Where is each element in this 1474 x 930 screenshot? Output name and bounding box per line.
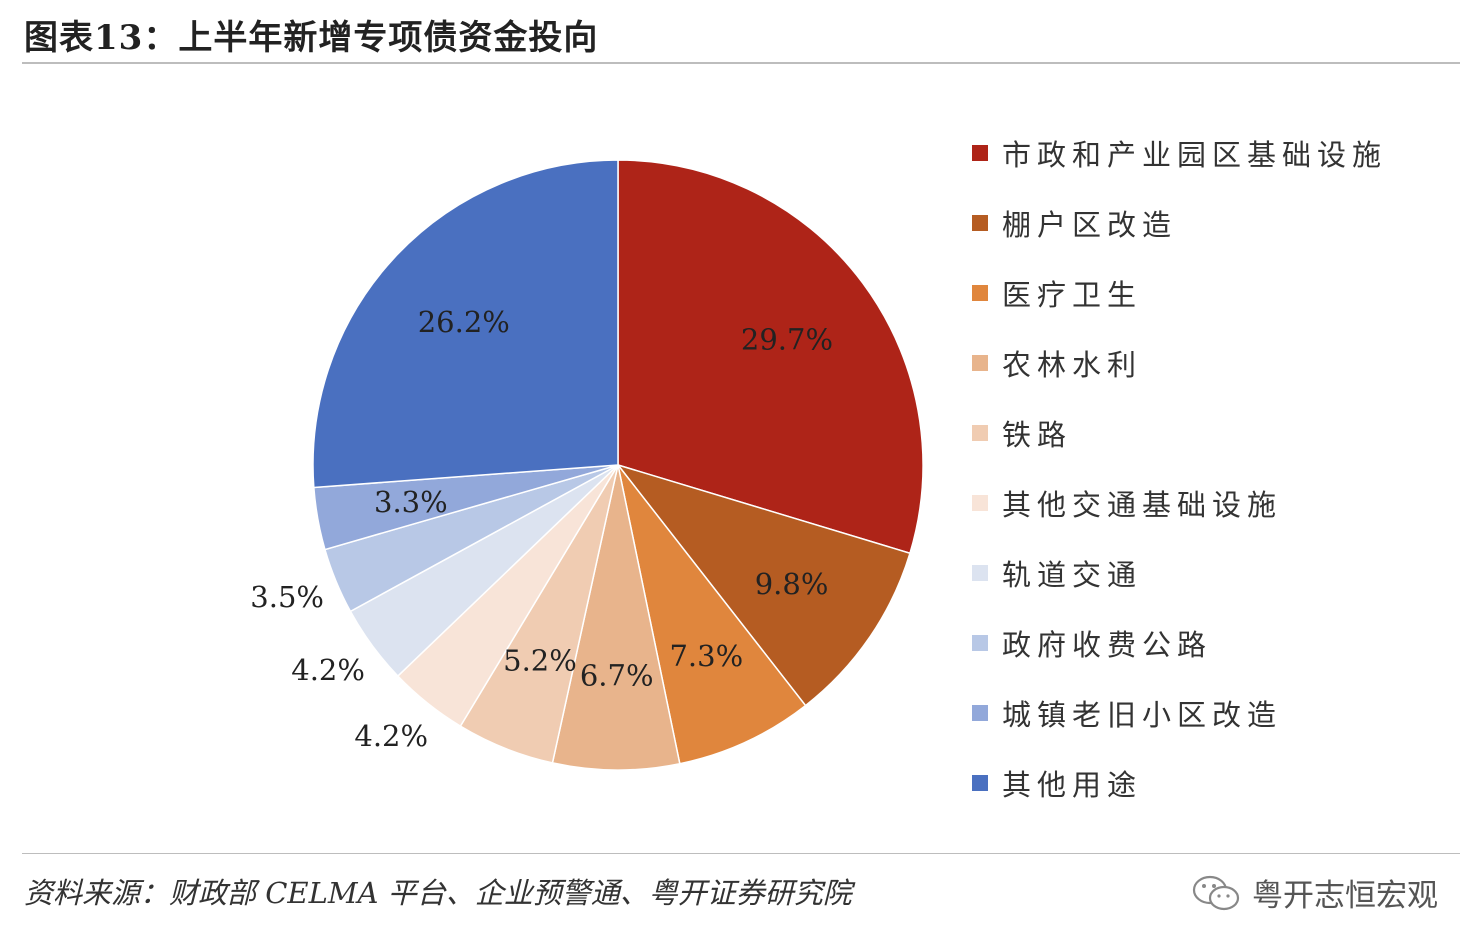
legend-label: 棚户区改造 xyxy=(1002,208,1178,242)
pie-slice-0 xyxy=(617,159,924,555)
legend-swatch xyxy=(972,425,988,441)
source-note: 资料来源：财政部 CELMA 平台、企业预警通、粤开证券研究院 xyxy=(24,876,852,910)
chart-title: 图表13：上半年新增专项债资金投向 xyxy=(24,18,599,58)
watermark-text: 粤开志恒宏观 xyxy=(1252,878,1438,914)
legend: 市政和产业园区基础设施 棚户区改造医疗卫生农林水利铁路其他交通基础设施 轨道交通政府… xyxy=(972,118,1387,818)
legend-swatch xyxy=(972,775,988,791)
data-label-5: 4.2% xyxy=(354,719,428,753)
legend-label: 城镇老旧小区改造 xyxy=(1002,698,1283,732)
legend-swatch xyxy=(972,285,988,301)
legend-item-5: 其他交通基础设施 xyxy=(972,468,1387,538)
data-label-3: 6.7% xyxy=(580,658,654,692)
legend-swatch xyxy=(972,355,988,371)
legend-label: 其他用途 xyxy=(1002,768,1143,802)
data-label-4: 5.2% xyxy=(503,643,577,677)
legend-label: 轨道交通 xyxy=(1002,558,1143,592)
legend-swatch xyxy=(972,215,988,231)
legend-label: 铁路 xyxy=(1002,418,1073,452)
legend-swatch xyxy=(972,495,988,511)
legend-label: 其他交通基础设施 xyxy=(1002,488,1283,522)
data-label-2: 7.3% xyxy=(669,639,743,673)
pie-slice-9 xyxy=(312,159,619,489)
legend-label: 农林水利 xyxy=(1002,348,1143,382)
legend-item-3: 农林水利 xyxy=(972,328,1387,398)
legend-label: 市政和产业园区基础设施 xyxy=(1002,138,1388,172)
legend-swatch xyxy=(972,635,988,651)
legend-item-2: 医疗卫生 xyxy=(972,258,1387,328)
watermark: 粤开志恒宏观 xyxy=(1188,870,1438,915)
pie-slice-3 xyxy=(551,464,681,771)
legend-swatch xyxy=(972,145,988,161)
legend-label: 政府收费公路 xyxy=(1002,628,1213,662)
data-label-1: 9.8% xyxy=(755,567,829,601)
data-label-6: 4.2% xyxy=(291,653,365,687)
legend-label: 医疗卫生 xyxy=(1002,278,1143,312)
legend-item-0: 市政和产业园区基础设施 xyxy=(972,118,1387,188)
data-label-9: 26.2% xyxy=(418,305,510,339)
legend-item-4: 铁路 xyxy=(972,398,1387,468)
legend-item-8: 城镇老旧小区改造 xyxy=(972,678,1387,748)
data-label-8: 3.3% xyxy=(374,485,448,519)
legend-item-1: 棚户区改造 xyxy=(972,188,1387,258)
legend-swatch xyxy=(972,565,988,581)
legend-item-9: 其他用途 xyxy=(972,748,1387,818)
source-divider xyxy=(22,853,1460,854)
pie-slice-1 xyxy=(615,463,911,707)
legend-item-7: 政府收费公路 xyxy=(972,608,1387,678)
data-label-0: 29.7% xyxy=(741,323,833,357)
data-label-7: 3.5% xyxy=(250,580,324,614)
legend-swatch xyxy=(972,705,988,721)
title-divider xyxy=(22,62,1460,64)
wechat-icon xyxy=(1192,875,1240,910)
legend-item-6: 轨道交通 xyxy=(972,538,1387,608)
